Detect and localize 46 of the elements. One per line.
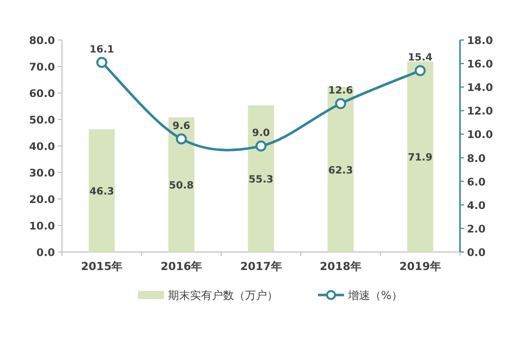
legend-label: 期末实有户数（万户）: [168, 289, 278, 302]
y2-tick-label: 6.0: [467, 176, 486, 188]
bar: [407, 61, 434, 252]
y2-tick-label: 2.0: [467, 223, 486, 236]
data-label: 46.3: [89, 186, 114, 198]
y-tick-label: 20.0: [29, 194, 55, 206]
bar: [88, 129, 115, 252]
y-tick-label: 80.0: [29, 35, 55, 47]
y2-tick-label: 16.0: [467, 58, 493, 71]
point: [96, 56, 108, 68]
data-label: 9.6: [172, 120, 190, 132]
data-label: 71.9: [408, 152, 433, 164]
data-label: 12.6: [328, 86, 353, 97]
y-tick-label: 60.0: [29, 88, 55, 100]
y2-tick-label: 8.0: [467, 152, 486, 165]
x-tick-label: 2017年: [240, 260, 282, 273]
data-label: 50.8: [169, 180, 194, 192]
legend-label: 增速（%）: [347, 289, 402, 302]
point: [414, 65, 426, 76]
y-tick-label: 40.0: [29, 141, 55, 153]
point: [176, 133, 187, 144]
bar: [168, 117, 194, 252]
y-tick-label: 70.0: [29, 62, 55, 74]
y2-tick-label: 12.0: [467, 106, 493, 118]
x-tick-label: 2019年: [399, 260, 442, 273]
data-label: 15.4: [408, 52, 433, 64]
x-tick-label: 2018年: [320, 260, 362, 273]
data-label: 9.0: [252, 128, 270, 139]
x-tick-label: 2016年: [160, 260, 202, 273]
bar: [248, 105, 274, 252]
y-tick-label: 30.0: [29, 168, 55, 180]
y2-tick-label: 18.0: [467, 35, 493, 47]
y-tick-label: 50.0: [29, 114, 55, 126]
y2-tick-label: 0.0: [467, 247, 486, 259]
data-label: 55.3: [248, 174, 274, 186]
y-tick-label: 10.0: [29, 220, 55, 232]
point: [335, 98, 346, 110]
y-tick-label: 0.0: [36, 247, 55, 259]
y2-tick-label: 4.0: [467, 200, 486, 212]
bar: [328, 86, 354, 252]
data-label: 16.1: [89, 44, 114, 56]
y2-tick-label: 14.0: [467, 82, 493, 94]
point: [256, 140, 266, 152]
x-tick-label: 2015年: [80, 260, 123, 273]
y2-tick-label: 10.0: [467, 129, 493, 142]
data-label: 62.3: [328, 165, 353, 176]
